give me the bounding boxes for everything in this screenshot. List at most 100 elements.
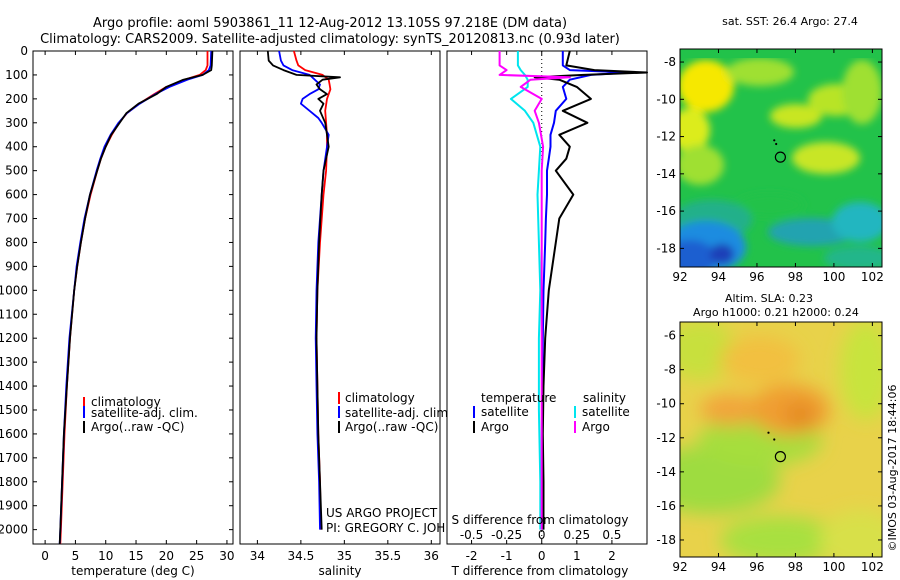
figure-title-line2: Climatology: CARS2009. Satellite-adjuste… xyxy=(40,32,620,47)
depth-tick-label: 700 xyxy=(5,212,28,226)
difference-series xyxy=(498,50,648,530)
legend-label-argo: Argo(..raw -QC) xyxy=(91,420,184,434)
sla-map-frame xyxy=(679,321,883,558)
sst-float-marks xyxy=(773,139,786,163)
sst-map-panel: sat. SST: 26.4 Argo: 27.4 xyxy=(656,15,884,284)
sla-heatmap xyxy=(680,322,882,557)
depth-tick-label: 1300 xyxy=(0,355,28,369)
salinity-x-label: salinity xyxy=(318,564,361,578)
depth-tick-label: 1700 xyxy=(0,451,28,465)
series-line-s-argo xyxy=(498,51,571,530)
track-point xyxy=(773,139,776,142)
sst-map-axes: 92 94 96 98 100 102 -8 -10 -12 -14 -16 -18 xyxy=(656,49,884,284)
x-tick-label: 36 xyxy=(424,549,439,563)
lat-tick-label: -12 xyxy=(656,431,676,445)
sla-map-panel: Altim. SLA: 0.23 Argo h1000: 0.21 h2000:… xyxy=(656,292,884,574)
lon-tick-label: 94 xyxy=(711,560,726,574)
s-tick-label: -0.5 xyxy=(460,528,483,542)
depth-tick-label: 1400 xyxy=(0,379,28,393)
depth-tick-label: 1500 xyxy=(0,403,28,417)
imos-watermark: ©IMOS 03-Aug-2017 18:44:06 xyxy=(886,385,899,552)
legend-label-t-argo: Argo xyxy=(481,420,509,434)
salinity-x-axis: 34 34.5 35 35.5 36 xyxy=(250,51,439,563)
x-tick-label: -2 xyxy=(466,549,478,563)
lat-tick-label: -14 xyxy=(656,465,676,479)
x-tick-label: 20 xyxy=(159,549,174,563)
lon-tick-label: 100 xyxy=(822,270,845,284)
float-location-marker xyxy=(774,151,786,163)
legend-label-climatology: climatology xyxy=(345,391,415,405)
temperature-x-axis: 0 5 10 15 20 25 30 xyxy=(41,51,235,563)
s-difference-x-axis: -0.5 -0.25 0 0.25 0.5 xyxy=(460,528,622,542)
difference-plot-frame xyxy=(446,50,648,545)
x-tick-label: 1 xyxy=(573,549,581,563)
sla-map-subtitle: Argo h1000: 0.21 h2000: 0.24 xyxy=(693,306,859,319)
series-line-argo xyxy=(266,50,341,530)
lon-tick-label: 96 xyxy=(749,270,764,284)
salinity-panel: 34 34.5 35 35.5 36 salinity climatology sate… xyxy=(239,50,480,578)
depth-tick-label: 1900 xyxy=(0,499,28,513)
legend-label-t-satellite: satellite xyxy=(481,405,529,419)
depth-tick-label: 500 xyxy=(5,164,28,178)
temperature-x-label: temperature (deg C) xyxy=(71,564,194,578)
lon-tick-label: 102 xyxy=(861,560,884,574)
legend-label-s-satellite: satellite xyxy=(582,405,630,419)
legend-label-satellite: satellite-adj. clim. xyxy=(345,406,452,420)
depth-tick-label: 1200 xyxy=(0,331,28,345)
sst-heatmap xyxy=(680,49,882,267)
lat-tick-label: -10 xyxy=(656,397,676,411)
depth-tick-label: 1000 xyxy=(0,283,28,297)
temperature-plot-frame xyxy=(32,50,234,545)
lat-tick-label: -12 xyxy=(656,130,676,144)
t-difference-x-label: T difference from climatology xyxy=(451,564,629,578)
s-tick-label: 0.5 xyxy=(602,528,621,542)
legend-label-satellite: satellite-adj. clim. xyxy=(91,406,198,420)
lon-tick-label: 100 xyxy=(822,560,845,574)
track-point xyxy=(775,142,778,146)
figure-title-line1: Argo profile: aoml 5903861_11 12-Aug-201… xyxy=(93,16,567,31)
x-tick-label: 34.5 xyxy=(288,549,315,563)
depth-tick-label: 1600 xyxy=(0,427,28,441)
float-location-marker xyxy=(774,451,786,463)
depth-tick-label: 2000 xyxy=(0,523,28,537)
series-line-argo xyxy=(58,50,214,545)
sla-map-title: Altim. SLA: 0.23 xyxy=(725,292,813,305)
s-tick-label: 0.25 xyxy=(563,528,590,542)
lon-tick-label: 98 xyxy=(788,270,803,284)
temperature-series xyxy=(58,50,214,545)
difference-panel: -2 -1 0 1 2 -0.5 -0.25 0 0.25 0.5 S difference f… xyxy=(446,50,648,578)
lon-tick-label: 92 xyxy=(672,560,687,574)
s-tick-label: 0 xyxy=(538,528,546,542)
series-line-t-argo xyxy=(533,50,648,530)
credit-project: US ARGO PROJECT xyxy=(326,506,438,520)
depth-tick-label: 100 xyxy=(5,68,28,82)
depth-tick-label: 1800 xyxy=(0,475,28,489)
lon-tick-label: 96 xyxy=(749,560,764,574)
x-tick-label: 35.5 xyxy=(374,549,401,563)
lon-tick-label: 94 xyxy=(711,270,726,284)
sla-map-axes: 92 94 96 98 100 102 -6 -8 -10 -12 -14 -16 -18 xyxy=(656,322,884,574)
s-tick-label: -0.25 xyxy=(491,528,522,542)
sst-map-frame xyxy=(679,48,883,268)
lat-tick-label: -8 xyxy=(664,363,676,377)
credit-pi: PI: GREGORY C. JOHNSON xyxy=(326,521,480,535)
lon-tick-label: 98 xyxy=(788,560,803,574)
salinity-legend: climatology satellite-adj. clim. Argo(..… xyxy=(338,391,452,434)
x-tick-label: 15 xyxy=(128,549,143,563)
lat-tick-label: -16 xyxy=(656,204,676,218)
salinity-series xyxy=(266,50,341,530)
sla-float-marks xyxy=(767,431,786,463)
depth-tick-label: 600 xyxy=(5,188,28,202)
sst-map-title: sat. SST: 26.4 Argo: 27.4 xyxy=(722,15,858,28)
legend-title-temperature: temperature xyxy=(481,391,556,405)
legend-label-argo: Argo(..raw -QC) xyxy=(345,420,438,434)
lat-tick-label: -18 xyxy=(656,533,676,547)
legend-label-climatology: climatology xyxy=(91,395,161,409)
track-point xyxy=(773,438,776,441)
lat-tick-label: -18 xyxy=(656,241,676,255)
track-point xyxy=(767,431,770,434)
x-tick-label: 5 xyxy=(72,549,80,563)
series-line-s-satellite xyxy=(509,51,542,530)
x-tick-label: 10 xyxy=(98,549,113,563)
x-tick-label: 30 xyxy=(219,549,234,563)
